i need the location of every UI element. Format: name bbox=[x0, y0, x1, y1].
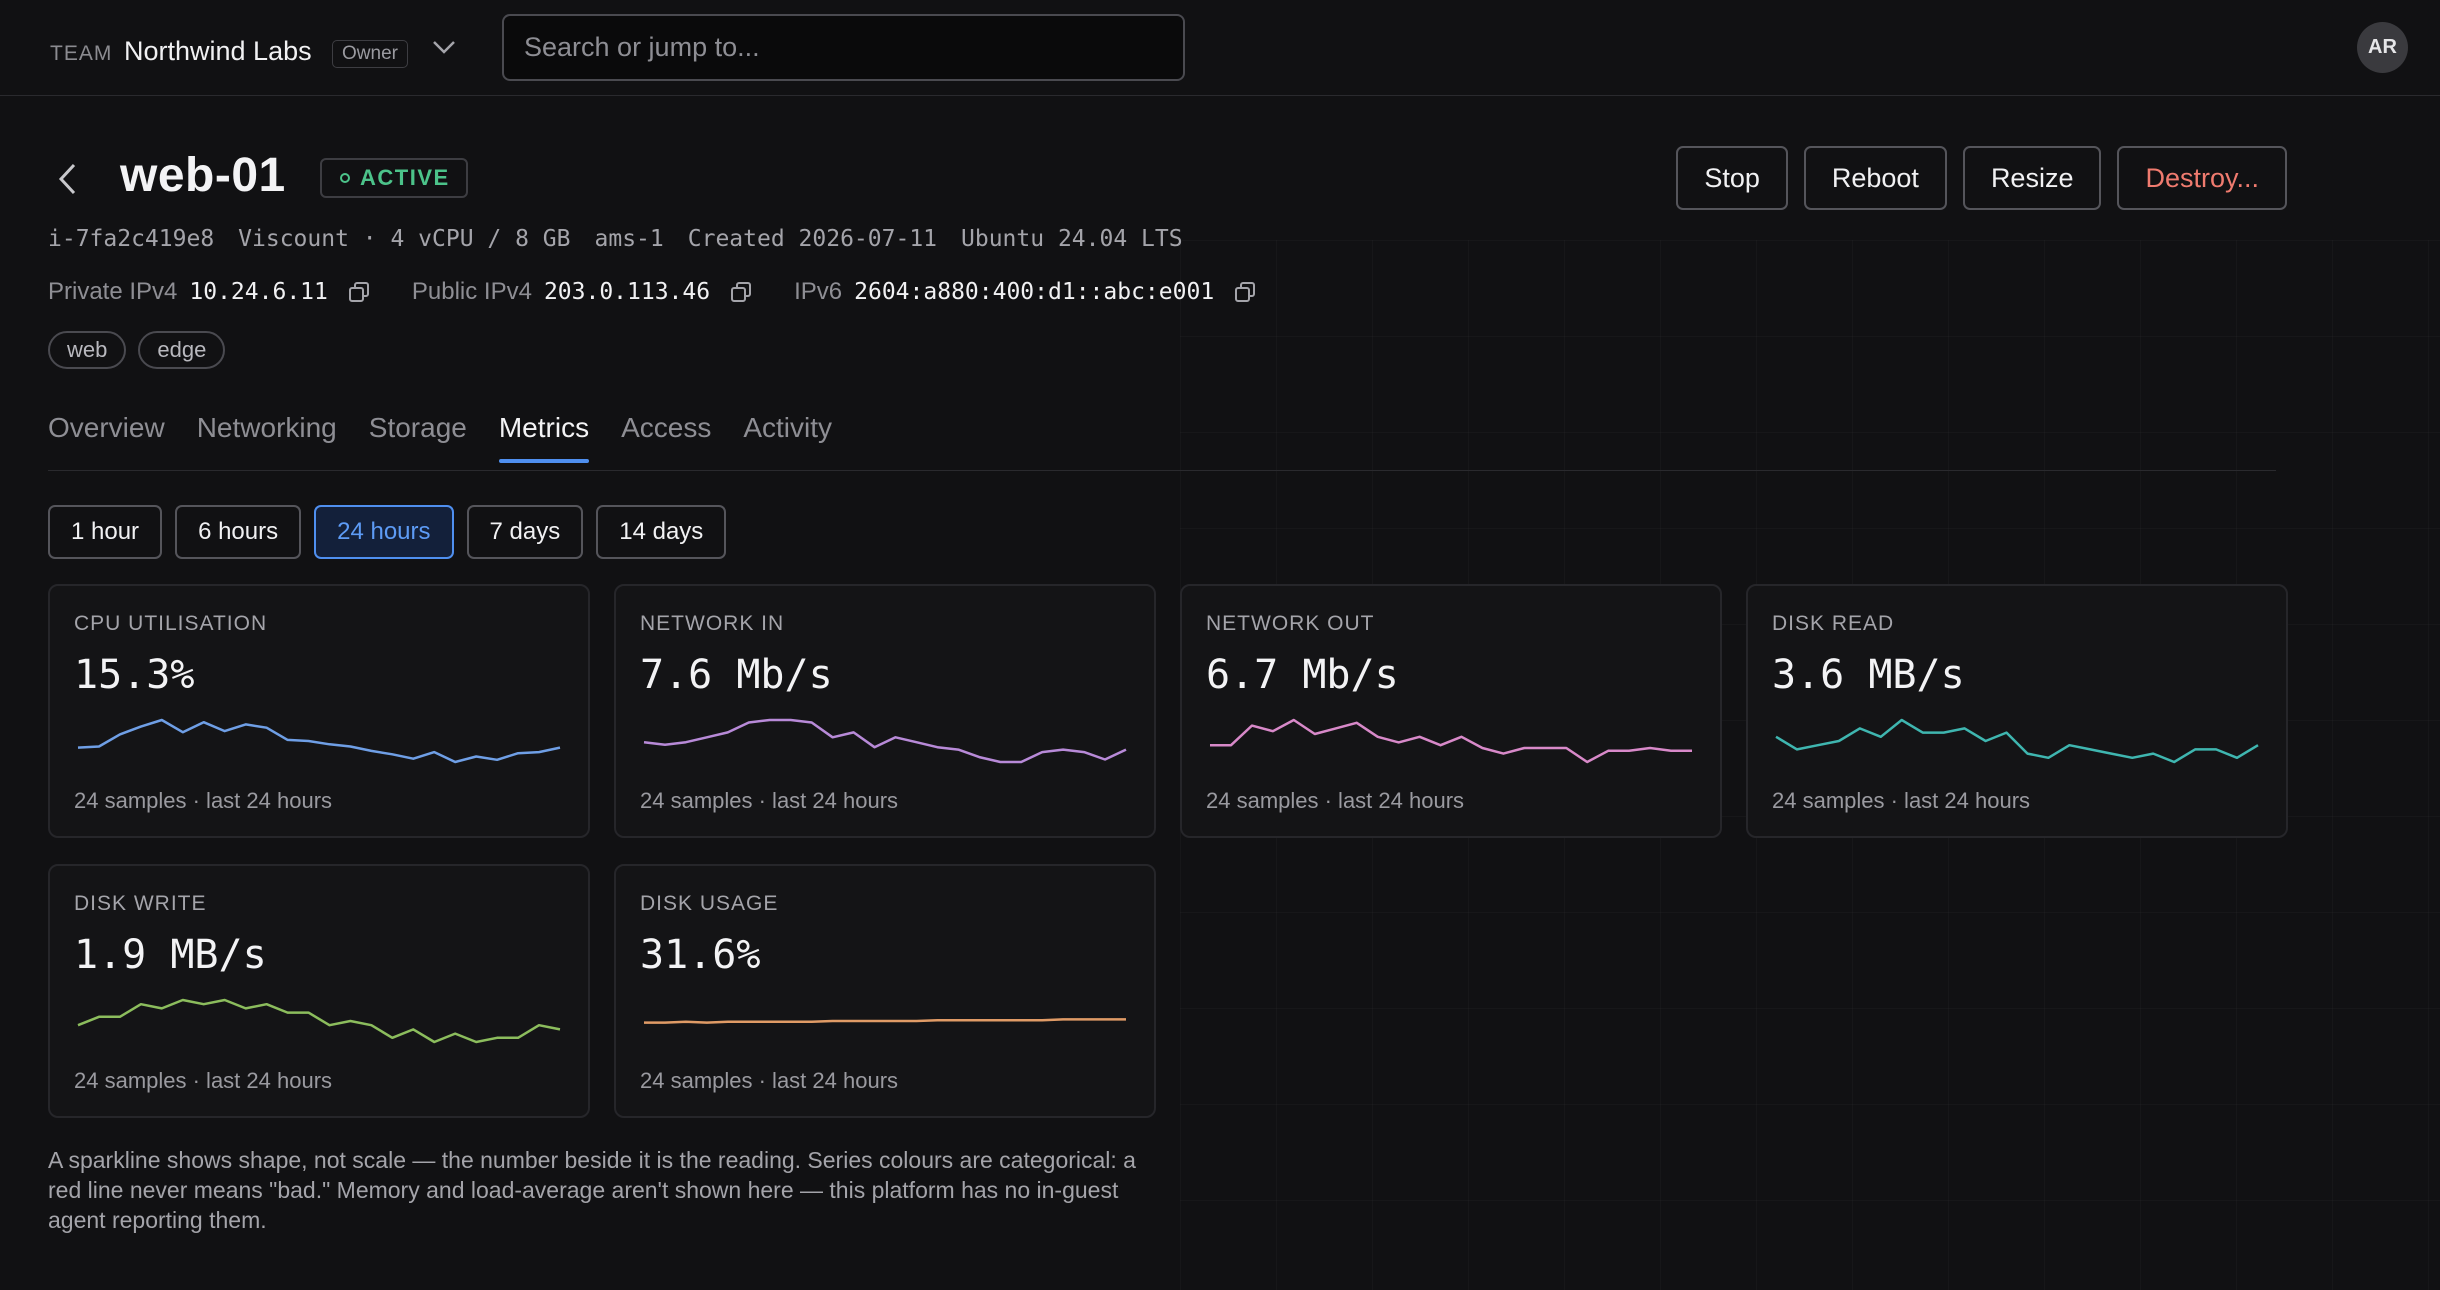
page-title: web-01 bbox=[120, 149, 286, 202]
sparkline-series bbox=[77, 718, 561, 764]
copy-icon[interactable] bbox=[1234, 281, 1256, 303]
range-1-hour[interactable]: 1 hour bbox=[48, 505, 163, 559]
tab-storage[interactable]: Storage bbox=[368, 412, 467, 443]
metric-value: 31.6% bbox=[640, 932, 761, 978]
tab-overview[interactable]: Overview bbox=[48, 412, 165, 443]
tab-divider bbox=[48, 470, 2276, 471]
copy-icon[interactable] bbox=[348, 281, 370, 303]
ip-addresses: Private IPv4 10.24.6.11 Public IPv4 203.… bbox=[48, 278, 1298, 306]
server-meta: i-7fa2c419e8 Viscount · 4 vCPU / 8 GB am… bbox=[48, 226, 1183, 252]
resize-button[interactable]: Resize bbox=[1962, 146, 2102, 210]
top-bar: TEAM Northwind Labs Owner AR bbox=[0, 0, 2440, 96]
metric-card-disk-write: DISK WRITE 1.9 MB/s 24 samples · last 24… bbox=[48, 864, 590, 1118]
metric-label: DISK USAGE bbox=[640, 892, 779, 915]
range-24-hours[interactable]: 24 hours bbox=[314, 505, 454, 559]
private-ipv4-value: 10.24.6.11 bbox=[189, 279, 328, 305]
stop-button[interactable]: Stop bbox=[1676, 146, 1788, 210]
public-ipv4-value: 203.0.113.46 bbox=[543, 279, 711, 305]
copy-icon[interactable] bbox=[730, 281, 752, 303]
ipv6-label: IPv6 bbox=[794, 278, 843, 305]
server-actions: Stop Reboot Resize Destroy... bbox=[1676, 146, 2287, 210]
tab-bar: Overview Networking Storage Metrics Acce… bbox=[48, 412, 833, 463]
instance-region: ams-1 bbox=[594, 226, 664, 252]
instance-size: Viscount · 4 vCPU / 8 GB bbox=[238, 226, 571, 252]
team-name[interactable]: Northwind Labs bbox=[124, 36, 312, 66]
tab-activity[interactable]: Activity bbox=[743, 412, 833, 443]
sparkline-series bbox=[1775, 718, 2259, 764]
instance-id: i-7fa2c419e8 bbox=[48, 226, 215, 252]
disk-write-sparkline bbox=[77, 998, 561, 1044]
metric-footer: 24 samples · last 24 hours bbox=[640, 1068, 899, 1093]
metric-value: 1.9 MB/s bbox=[74, 932, 267, 978]
range-6-hours[interactable]: 6 hours bbox=[175, 505, 302, 559]
reboot-button[interactable]: Reboot bbox=[1803, 146, 1947, 210]
metric-card-network-in: NETWORK IN 7.6 Mb/s 24 samples · last 24… bbox=[614, 584, 1156, 838]
metric-value: 6.7 Mb/s bbox=[1206, 652, 1399, 698]
metric-label: NETWORK OUT bbox=[1206, 612, 1375, 635]
metrics-footnote: A sparkline shows shape, not scale — the… bbox=[48, 1147, 1136, 1233]
range-7-days[interactable]: 7 days bbox=[466, 505, 584, 559]
network-out-sparkline bbox=[1210, 718, 1692, 764]
tag-list: web edge bbox=[48, 331, 226, 369]
metric-footer: 24 samples · last 24 hours bbox=[74, 1068, 333, 1093]
instance-os: Ubuntu 24.04 LTS bbox=[961, 226, 1183, 252]
metric-footer: 24 samples · last 24 hours bbox=[640, 788, 899, 813]
metric-label: DISK READ bbox=[1772, 612, 1895, 635]
disk-usage-sparkline bbox=[644, 1018, 1126, 1024]
sparkline-series bbox=[643, 718, 1127, 764]
metric-card-disk-usage: DISK USAGE 31.6% 24 samples · last 24 ho… bbox=[614, 864, 1156, 1118]
status-badge: ACTIVE bbox=[320, 158, 468, 198]
role-badge: Owner bbox=[332, 40, 408, 68]
cpu-sparkline bbox=[77, 718, 561, 764]
instance-created: Created 2026-07-11 bbox=[687, 226, 938, 252]
metric-footer: 24 samples · last 24 hours bbox=[1772, 788, 2031, 813]
back-arrow-icon[interactable] bbox=[56, 162, 80, 196]
tab-metrics[interactable]: Metrics bbox=[498, 412, 590, 463]
tag-edge[interactable]: edge bbox=[138, 331, 226, 369]
metric-value: 15.3% bbox=[74, 652, 195, 698]
range-14-days[interactable]: 14 days bbox=[596, 505, 727, 559]
network-in-sparkline bbox=[643, 718, 1127, 764]
team-label: TEAM bbox=[50, 42, 113, 65]
metric-label: CPU UTILISATION bbox=[74, 612, 268, 635]
status-text: ACTIVE bbox=[360, 165, 450, 190]
sparkline-series bbox=[644, 1018, 1126, 1024]
public-ipv4-label: Public IPv4 bbox=[411, 278, 532, 305]
ipv6-value: 2604:a880:400:d1::abc:e001 bbox=[854, 279, 1215, 305]
metric-label: DISK WRITE bbox=[74, 892, 207, 915]
metric-value: 3.6 MB/s bbox=[1772, 652, 1965, 698]
avatar[interactable]: AR bbox=[2357, 22, 2408, 73]
metric-card-disk-read: DISK READ 3.6 MB/s 24 samples · last 24 … bbox=[1746, 584, 2288, 838]
disk-read-sparkline bbox=[1775, 718, 2259, 764]
chevron-down-icon[interactable] bbox=[430, 36, 458, 60]
time-range-selector: 1 hour 6 hours 24 hours 7 days 14 days bbox=[48, 505, 727, 559]
private-ipv4-label: Private IPv4 bbox=[48, 278, 178, 305]
status-dot-icon bbox=[340, 173, 350, 183]
metric-label: NETWORK IN bbox=[640, 612, 785, 635]
sparkline-series bbox=[1210, 718, 1692, 764]
tab-access[interactable]: Access bbox=[621, 412, 712, 443]
destroy-button[interactable]: Destroy... bbox=[2117, 146, 2287, 210]
metric-card-cpu: CPU UTILISATION 15.3% 24 samples · last … bbox=[48, 584, 590, 838]
tag-web[interactable]: web bbox=[48, 331, 127, 369]
metric-value: 7.6 Mb/s bbox=[640, 652, 833, 698]
search-input[interactable] bbox=[502, 14, 1185, 81]
tab-networking[interactable]: Networking bbox=[196, 412, 337, 443]
metric-card-network-out: NETWORK OUT 6.7 Mb/s 24 samples · last 2… bbox=[1180, 584, 1722, 838]
metric-footer: 24 samples · last 24 hours bbox=[1206, 788, 1465, 813]
metric-footer: 24 samples · last 24 hours bbox=[74, 788, 333, 813]
sparkline-series bbox=[77, 998, 561, 1044]
